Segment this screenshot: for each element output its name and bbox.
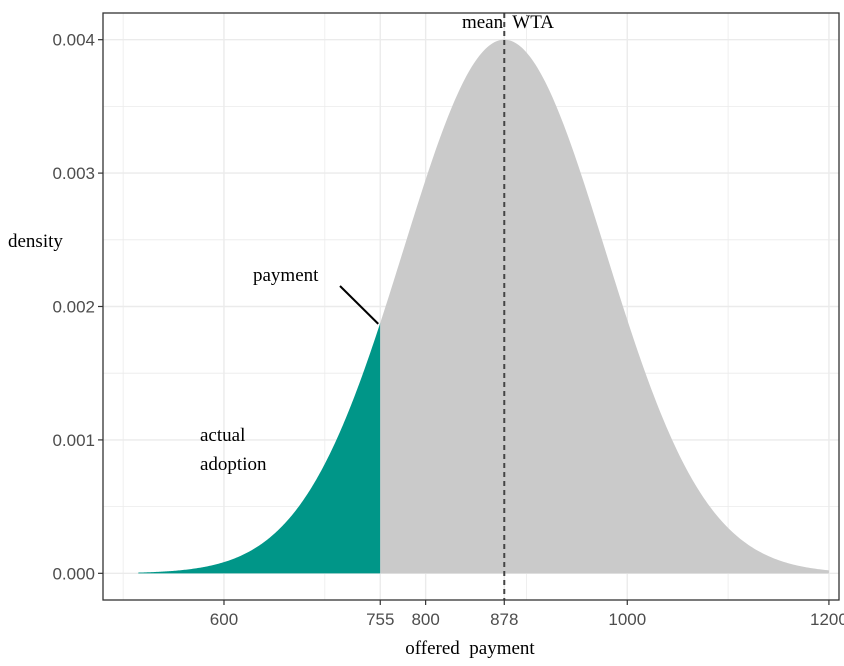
x-tick-label: 800: [411, 610, 439, 629]
y-axis-title: density: [8, 231, 63, 252]
actual-adoption-annotation-line2: adoption: [200, 454, 267, 475]
y-tick-label: 0.004: [52, 31, 95, 50]
y-tick-label: 0.000: [52, 564, 95, 583]
tick-layer: [98, 39, 830, 605]
x-tick-label: 755: [366, 610, 394, 629]
actual-adoption-area: [138, 322, 381, 574]
x-tick-label: 600: [210, 610, 238, 629]
y-tick-label: 0.003: [52, 164, 95, 183]
x-tick-label: 1200: [810, 610, 844, 629]
payment-annotation: payment: [253, 265, 319, 286]
y-tick-label: 0.001: [52, 431, 95, 450]
x-axis-title: offered payment: [405, 638, 535, 659]
area-layer: [138, 39, 829, 574]
payment-pointer-line: [339, 285, 379, 325]
remaining-density-area: [380, 39, 829, 574]
x-tick-label: 1000: [608, 610, 646, 629]
x-tick-label: 878: [490, 610, 518, 629]
actual-adoption-annotation-line1: actual: [200, 425, 245, 446]
y-tick-label: 0.002: [52, 298, 95, 317]
label-layer: 600 755 800 878 1000 1200 0.000 0.001 0.002 0.003…: [52, 31, 844, 629]
mean-wta-annotation: mean WTA: [462, 12, 554, 33]
